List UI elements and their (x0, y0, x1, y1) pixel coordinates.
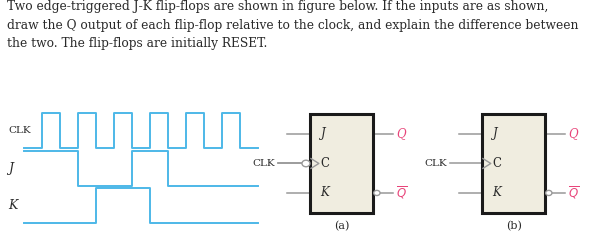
Text: Q: Q (568, 128, 578, 141)
Circle shape (374, 190, 380, 196)
Circle shape (546, 190, 552, 196)
Text: J: J (321, 128, 325, 141)
Circle shape (302, 160, 310, 167)
Text: K: K (492, 186, 501, 199)
Text: Two edge-triggered J-K flip-flops are shown in figure below. If the inputs are a: Two edge-triggered J-K flip-flops are sh… (7, 0, 579, 50)
Text: J: J (8, 162, 13, 175)
Text: (a): (a) (334, 221, 349, 231)
Text: Q: Q (396, 128, 406, 141)
Text: CLK: CLK (8, 126, 31, 135)
Text: $\overline{Q}$: $\overline{Q}$ (568, 185, 579, 201)
Bar (310, 114, 373, 213)
Text: C: C (492, 157, 502, 170)
Text: J: J (492, 128, 497, 141)
Text: $\overline{Q}$: $\overline{Q}$ (396, 185, 407, 201)
Bar (482, 114, 545, 213)
Text: CLK: CLK (425, 159, 447, 168)
Text: (b): (b) (506, 221, 522, 231)
Text: K: K (8, 199, 17, 212)
Text: CLK: CLK (253, 159, 275, 168)
Text: K: K (321, 186, 329, 199)
Text: C: C (321, 157, 330, 170)
